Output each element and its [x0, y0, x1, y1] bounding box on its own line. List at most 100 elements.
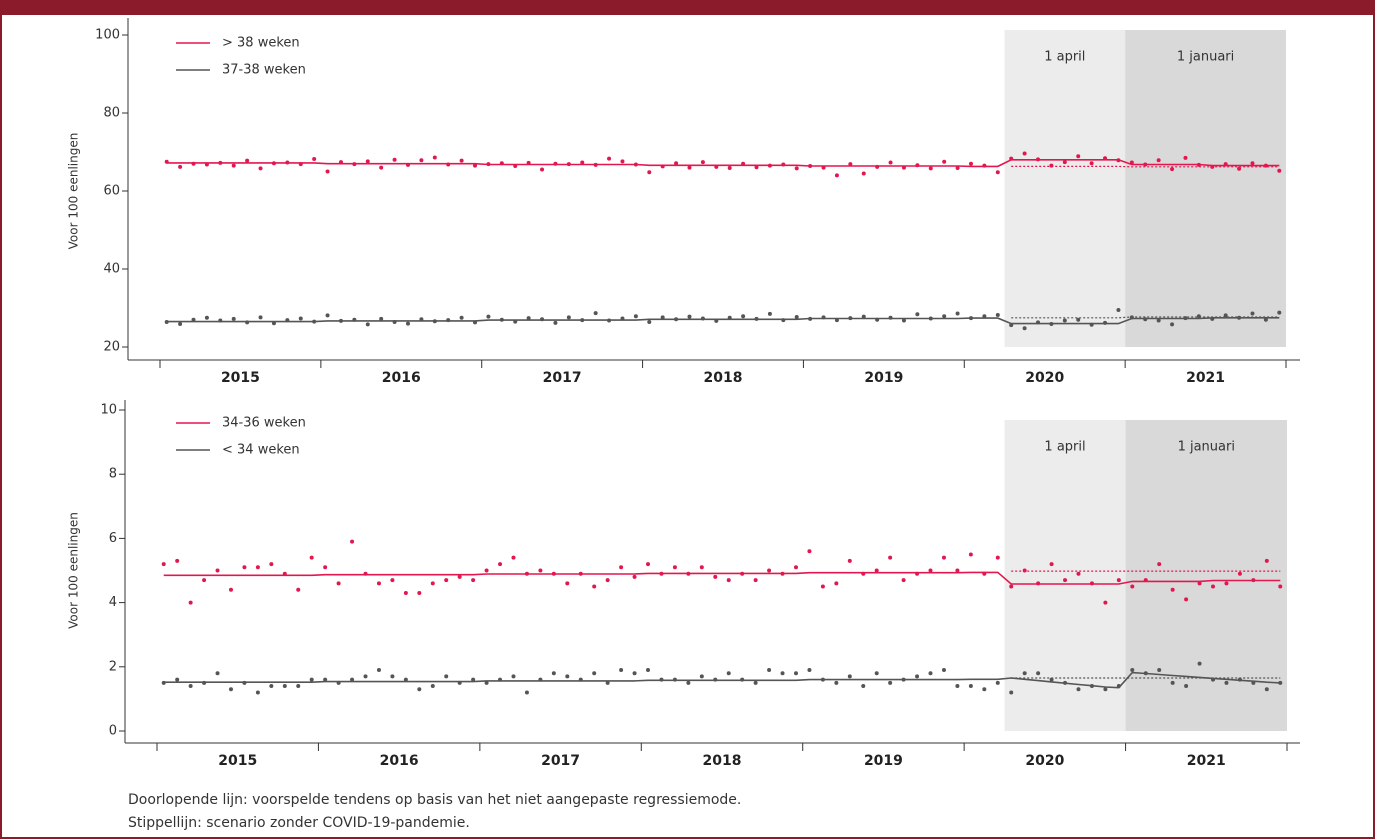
data-point	[619, 565, 624, 570]
data-point	[376, 668, 381, 673]
data-point	[486, 314, 491, 319]
y-tick-label: 8	[109, 467, 117, 482]
data-point	[204, 315, 209, 320]
data-point	[175, 558, 180, 563]
data-point	[511, 555, 516, 560]
data-point	[741, 314, 746, 319]
data-point	[1170, 322, 1175, 327]
data-point	[312, 157, 317, 162]
data-point	[767, 568, 772, 573]
data-point	[255, 690, 260, 695]
data-point	[1116, 307, 1121, 312]
data-point	[551, 671, 556, 676]
data-point	[767, 311, 772, 316]
data-point	[593, 311, 598, 316]
data-point	[1103, 687, 1108, 692]
data-point	[336, 581, 341, 586]
y-tick-label: 80	[103, 106, 120, 121]
data-point	[1130, 584, 1135, 589]
data-point	[1076, 571, 1081, 576]
data-point	[794, 314, 799, 319]
data-point	[942, 314, 947, 319]
data-point	[619, 668, 624, 673]
data-point	[245, 158, 250, 163]
data-point	[379, 316, 384, 321]
data-point	[861, 171, 866, 176]
data-point	[417, 590, 422, 595]
x-tick-label: 2019	[864, 753, 903, 769]
data-point	[498, 562, 503, 567]
y-tick-label: 6	[109, 531, 117, 546]
x-tick-label: 2017	[543, 370, 582, 386]
header-bar	[0, 0, 1375, 15]
data-point	[390, 578, 395, 583]
data-point	[1103, 600, 1108, 605]
data-point	[699, 565, 704, 570]
data-point	[1264, 687, 1269, 692]
data-point	[228, 687, 233, 692]
data-point	[995, 170, 1000, 175]
data-point	[175, 677, 180, 682]
data-point	[955, 568, 960, 573]
data-point	[632, 574, 637, 579]
data-point	[674, 161, 679, 166]
data-point	[376, 581, 381, 586]
data-point	[1009, 584, 1014, 589]
data-point	[1130, 668, 1135, 673]
data-point	[713, 574, 718, 579]
data-point	[1277, 310, 1282, 315]
data-point	[1089, 161, 1094, 166]
period-label: 1 april	[1044, 440, 1085, 455]
data-point	[363, 674, 368, 679]
data-point	[1049, 163, 1054, 168]
data-point	[1237, 166, 1242, 171]
x-tick-label: 2020	[1025, 370, 1064, 386]
data-point	[955, 165, 960, 170]
data-point	[365, 322, 370, 327]
data-point	[565, 581, 570, 586]
data-point	[793, 565, 798, 570]
data-point	[834, 173, 839, 178]
data-point	[834, 581, 839, 586]
data-point	[847, 558, 852, 563]
x-tick-label: 2018	[704, 370, 743, 386]
data-point	[780, 671, 785, 676]
data-point	[1157, 562, 1162, 567]
data-point	[753, 578, 758, 583]
x-tick-label: 2016	[380, 753, 419, 769]
data-point	[1211, 584, 1216, 589]
data-point	[1157, 668, 1162, 673]
data-point	[794, 166, 799, 171]
period-label: 1 januari	[1177, 50, 1234, 65]
data-point	[231, 163, 236, 168]
data-point	[915, 674, 920, 679]
data-point	[1036, 671, 1041, 676]
data-point	[1264, 558, 1269, 563]
data-point	[605, 680, 610, 685]
data-point	[215, 568, 220, 573]
data-point	[323, 565, 328, 570]
data-point	[484, 680, 489, 685]
y-tick-label: 2	[109, 659, 117, 674]
data-point	[1250, 311, 1255, 316]
y-axis-title: Voor 100 eenlingen	[67, 133, 81, 250]
data-point	[473, 163, 478, 168]
data-point	[928, 671, 933, 676]
trend-line	[166, 159, 1280, 168]
data-point	[807, 549, 812, 554]
data-point	[269, 684, 274, 689]
data-point	[1076, 154, 1081, 159]
data-point	[403, 677, 408, 682]
data-point	[632, 671, 637, 676]
data-point	[995, 680, 1000, 685]
data-point	[553, 320, 558, 325]
data-point	[848, 162, 853, 167]
y-tick-label: 60	[103, 184, 120, 199]
data-point	[633, 314, 638, 319]
y-tick-label: 10	[100, 403, 117, 418]
data-point	[901, 578, 906, 583]
data-point	[928, 568, 933, 573]
data-point	[646, 668, 651, 673]
